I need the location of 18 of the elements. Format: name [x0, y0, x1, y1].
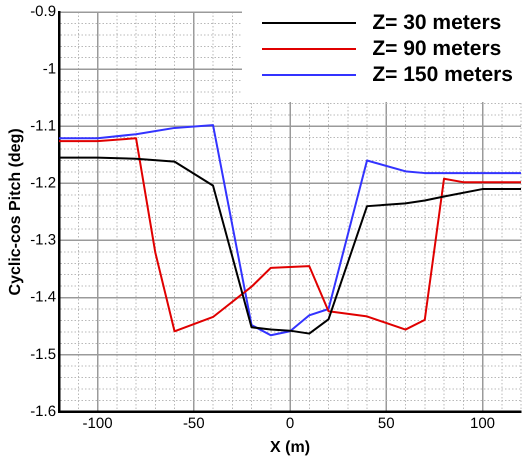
- legend-label: Z= 90 meters: [372, 37, 502, 61]
- y-tick-label: -1.4: [30, 288, 56, 306]
- y-tick-label: -1.5: [30, 346, 56, 363]
- y-tick-label: -1.2: [30, 174, 56, 192]
- x-tick-label: -50: [182, 414, 205, 432]
- x-tick-label: 0: [286, 414, 294, 432]
- x-tick-label: 50: [378, 414, 395, 432]
- y-tick-label: -1.3: [30, 232, 56, 249]
- y-tick-label: -1: [42, 60, 56, 78]
- x-tick-label: -100: [82, 414, 113, 432]
- y-tick-label: -1.6: [30, 402, 56, 420]
- legend-label: Z= 150 meters: [372, 63, 513, 87]
- y-axis-title: Cyclic-cos Pitch (deg): [7, 128, 24, 296]
- legend-label: Z= 30 meters: [372, 11, 502, 35]
- x-tick-label: 100: [470, 414, 496, 432]
- y-tick-label: -1.1: [30, 117, 56, 134]
- y-tick-label: -0.9: [30, 3, 56, 20]
- x-axis-title: X (m): [270, 438, 310, 456]
